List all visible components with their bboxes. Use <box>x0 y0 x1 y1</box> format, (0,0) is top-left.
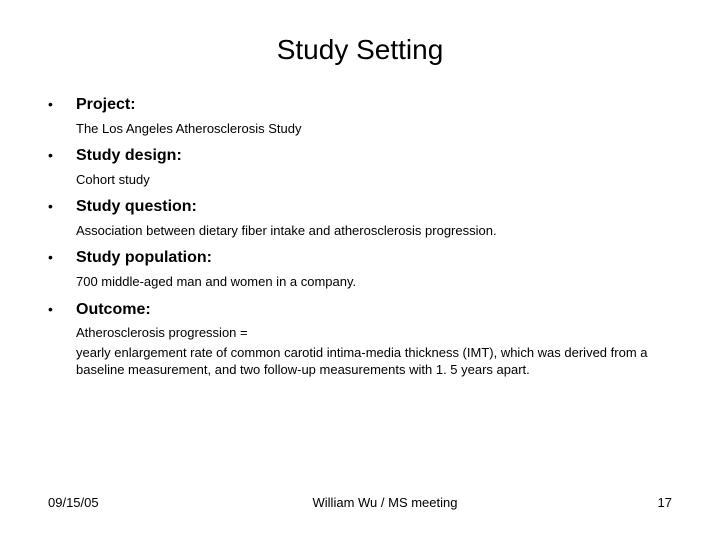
footer-page-number: 17 <box>612 495 672 510</box>
body-line: 700 middle-aged man and women in a compa… <box>76 273 672 291</box>
item-heading: Study question: <box>76 196 197 218</box>
slide-content: • Project: The Los Angeles Atheroscleros… <box>48 94 672 379</box>
list-item: • Outcome: <box>48 299 672 321</box>
item-body: Cohort study <box>76 171 672 189</box>
bullet-icon: • <box>48 94 76 114</box>
body-line: The Los Angeles Atherosclerosis Study <box>76 120 672 138</box>
bullet-icon: • <box>48 299 76 319</box>
list-item: • Study question: <box>48 196 672 218</box>
list-item: • Study design: <box>48 145 672 167</box>
item-body: Atherosclerosis progression = yearly enl… <box>76 324 672 379</box>
body-line: Cohort study <box>76 171 672 189</box>
body-line: Atherosclerosis progression = <box>76 324 672 342</box>
list-item: • Study population: <box>48 247 672 269</box>
item-body: 700 middle-aged man and women in a compa… <box>76 273 672 291</box>
body-line: yearly enlargement rate of common caroti… <box>76 344 672 379</box>
bullet-icon: • <box>48 145 76 165</box>
body-line: Association between dietary fiber intake… <box>76 222 672 240</box>
slide-footer: 09/15/05 William Wu / MS meeting 17 <box>48 495 672 510</box>
footer-author: William Wu / MS meeting <box>158 495 612 510</box>
item-heading: Study population: <box>76 247 212 269</box>
bullet-icon: • <box>48 196 76 216</box>
footer-date: 09/15/05 <box>48 495 158 510</box>
item-heading: Study design: <box>76 145 182 167</box>
slide: Study Setting • Project: The Los Angeles… <box>0 0 720 540</box>
bullet-icon: • <box>48 247 76 267</box>
slide-title: Study Setting <box>48 34 672 66</box>
item-body: Association between dietary fiber intake… <box>76 222 672 240</box>
item-heading: Project: <box>76 94 136 116</box>
item-heading: Outcome: <box>76 299 151 321</box>
list-item: • Project: <box>48 94 672 116</box>
item-body: The Los Angeles Atherosclerosis Study <box>76 120 672 138</box>
